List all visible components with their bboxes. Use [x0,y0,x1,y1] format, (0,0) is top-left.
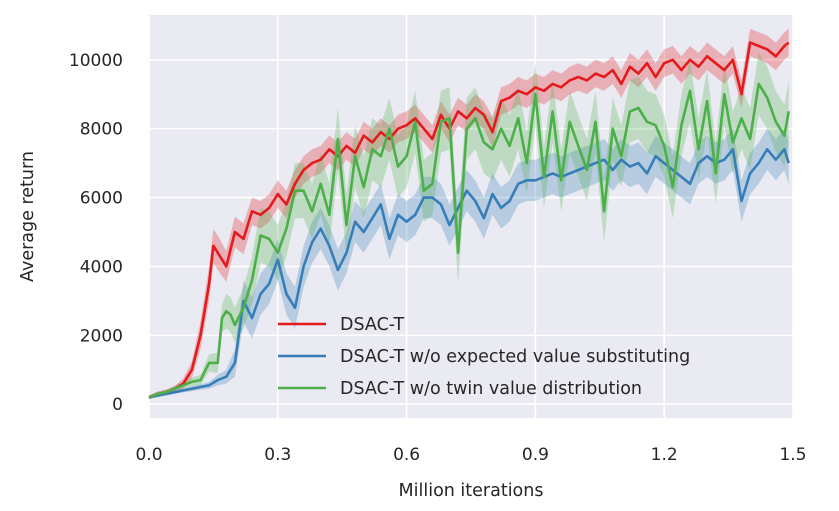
y-tick-label: 6000 [80,189,123,209]
x-tick-label: 1.2 [651,445,678,465]
legend-label-2: DSAC-T w/o twin value distribution [340,379,642,399]
series-lines [148,41,790,399]
x-tick-label: 0.0 [135,445,162,465]
y-tick-label: 10000 [69,51,123,71]
y-tick-label: 8000 [80,120,123,140]
x-axis-label: Million iterations [399,481,544,501]
legend: DSAC-T DSAC-T w/o expected value substitu… [278,315,690,399]
y-axis-label: Average return [18,151,38,282]
y-tick-label: 2000 [80,326,123,346]
legend-label-0: DSAC-T [340,315,404,335]
series-line-0 [148,41,790,399]
series-line-1 [148,148,790,399]
series-band-0 [149,28,789,400]
legend-label-1: DSAC-T w/o expected value substituting [340,347,690,367]
y-tick-label: 0 [112,395,123,415]
x-tick-label: 0.3 [264,445,291,465]
y-tick-label: 4000 [80,257,123,277]
x-tick-label: 0.9 [522,445,549,465]
x-tick-label: 1.5 [779,445,806,465]
series-band-2 [149,52,789,400]
series-line-2 [148,82,790,399]
plot-area [149,15,793,418]
x-axis-ticks: 0.0 0.3 0.6 0.9 1.2 1.5 [135,445,806,465]
y-axis-ticks: 0 2000 4000 6000 8000 10000 [69,51,123,415]
x-tick-label: 0.6 [393,445,420,465]
